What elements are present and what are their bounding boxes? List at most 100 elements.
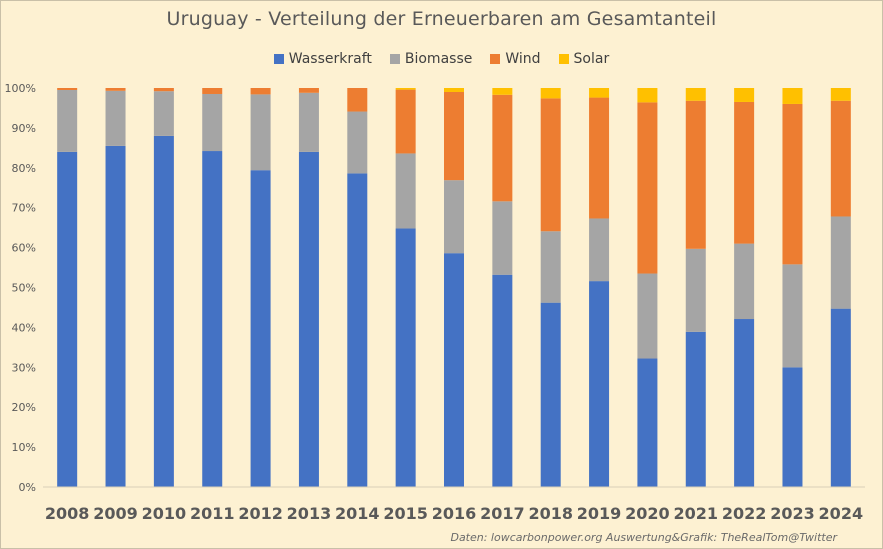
- x-tick-label: 2010: [142, 504, 187, 523]
- bar-wasserkraft-2023: [782, 367, 803, 487]
- bar-wasserkraft-2016: [444, 253, 464, 487]
- bar-wind-2023: [782, 103, 803, 265]
- bar-wasserkraft-2011: [202, 151, 223, 488]
- bar-solar-2021: [685, 88, 706, 101]
- bar-wasserkraft-2020: [637, 358, 658, 487]
- bar-solar-2023: [782, 88, 803, 104]
- legend-swatch-wasserkraft: [273, 54, 284, 64]
- bar-biomasse-2019: [589, 218, 610, 282]
- y-tick-label: 20%: [12, 401, 36, 414]
- x-tick-label: 2008: [45, 504, 90, 523]
- x-tick-label: 2022: [722, 504, 767, 523]
- bar-solar-2015: [395, 88, 416, 90]
- x-tick-label: 2018: [528, 504, 573, 523]
- y-tick-label: 10%: [12, 441, 36, 454]
- legend: Wasserkraft Biomasse Wind Solar: [0, 51, 883, 67]
- bar-biomasse-2010: [153, 91, 174, 136]
- x-tick-label: 2023: [770, 504, 815, 523]
- bar-wind-2008: [57, 88, 78, 90]
- source-credit: Daten: lowcarbonpower.org Auswertung&Gra…: [450, 531, 837, 544]
- bar-wasserkraft-2013: [298, 151, 319, 487]
- y-tick-label: 0%: [19, 481, 36, 494]
- legend-label-wind: Wind: [505, 51, 541, 67]
- bar-biomasse-2009: [105, 90, 126, 146]
- bar-biomasse-2018: [540, 231, 561, 303]
- x-tick-label: 2016: [432, 504, 477, 523]
- chart-title: Uruguay - Verteilung der Erneuerbaren am…: [166, 8, 717, 30]
- x-tick-label: 2011: [190, 504, 235, 523]
- legend-label-wasserkraft: Wasserkraft: [288, 51, 372, 67]
- bar-biomasse-2008: [57, 89, 78, 152]
- x-tick-label: 2024: [819, 504, 864, 523]
- bar-wind-2018: [540, 98, 561, 232]
- bar-wasserkraft-2014: [347, 173, 368, 488]
- bar-biomasse-2024: [830, 216, 851, 309]
- bar-biomasse-2023: [782, 264, 803, 368]
- y-tick-label: 80%: [12, 162, 36, 175]
- legend-label-biomasse: Biomasse: [404, 51, 473, 67]
- bar-wasserkraft-2022: [734, 319, 755, 487]
- x-tick-label: 2021: [673, 504, 718, 523]
- bar-wasserkraft-2019: [589, 281, 610, 487]
- bar-biomasse-2013: [298, 92, 319, 152]
- bar-wind-2022: [734, 101, 755, 244]
- bar-wind-2014: [347, 88, 368, 112]
- bar-solar-2022: [734, 88, 755, 102]
- bar-wasserkraft-2017: [492, 274, 513, 487]
- x-tick-label: 2020: [625, 504, 670, 523]
- y-tick-label: 70%: [12, 202, 36, 215]
- bar-biomasse-2022: [734, 243, 755, 320]
- y-tick-label: 90%: [12, 122, 36, 135]
- bar-wind-2011: [202, 88, 223, 94]
- bar-biomasse-2012: [250, 94, 271, 171]
- bar-biomasse-2021: [685, 248, 706, 332]
- bar-solar-2016: [444, 88, 464, 92]
- bar-wind-2009: [105, 88, 126, 91]
- bar-wasserkraft-2008: [57, 151, 78, 487]
- legend-item-wind: Wind: [490, 51, 541, 67]
- y-tick-label: 40%: [12, 321, 36, 334]
- bar-wind-2013: [298, 88, 319, 93]
- legend-item-wasserkraft: Wasserkraft: [273, 51, 372, 67]
- bar-biomasse-2011: [202, 93, 223, 152]
- x-tick-label: 2013: [287, 504, 332, 523]
- bar-wasserkraft-2012: [250, 170, 271, 487]
- bar-wasserkraft-2009: [105, 145, 126, 488]
- bar-wind-2024: [830, 100, 851, 217]
- x-tick-label: 2012: [238, 504, 283, 523]
- x-tick-label: 2009: [93, 504, 138, 523]
- legend-swatch-solar: [558, 54, 569, 64]
- legend-item-solar: Solar: [558, 51, 610, 67]
- bar-wasserkraft-2010: [153, 135, 174, 487]
- bar-wind-2012: [250, 88, 271, 95]
- bar-wind-2016: [444, 91, 464, 181]
- x-tick-label: 2017: [480, 504, 525, 523]
- legend-item-biomasse: Biomasse: [389, 51, 473, 67]
- legend-label-solar: Solar: [573, 51, 610, 67]
- bar-solar-2018: [540, 88, 561, 99]
- bar-wasserkraft-2018: [540, 302, 561, 487]
- x-tick-label: 2019: [577, 504, 622, 523]
- bar-biomasse-2015: [395, 153, 416, 229]
- bar-solar-2017: [492, 88, 513, 95]
- bar-wind-2010: [153, 88, 174, 92]
- bar-biomasse-2017: [492, 201, 513, 275]
- bar-wasserkraft-2024: [830, 308, 851, 487]
- x-tick-label: 2015: [383, 504, 428, 523]
- y-tick-label: 30%: [12, 361, 36, 374]
- bar-biomasse-2020: [637, 273, 658, 359]
- legend-swatch-biomasse: [389, 54, 400, 64]
- bar-wasserkraft-2021: [685, 331, 706, 487]
- bar-biomasse-2016: [444, 180, 464, 254]
- bar-solar-2020: [637, 88, 658, 103]
- bar-wind-2020: [637, 102, 658, 274]
- legend-swatch-wind: [490, 54, 501, 64]
- x-tick-label: 2014: [335, 504, 380, 523]
- bar-solar-2019: [589, 88, 610, 98]
- y-tick-label: 60%: [12, 242, 36, 255]
- bar-solar-2024: [830, 88, 851, 101]
- y-tick-label: 100%: [5, 82, 36, 95]
- bar-biomasse-2014: [347, 111, 368, 174]
- bar-wasserkraft-2015: [395, 228, 416, 487]
